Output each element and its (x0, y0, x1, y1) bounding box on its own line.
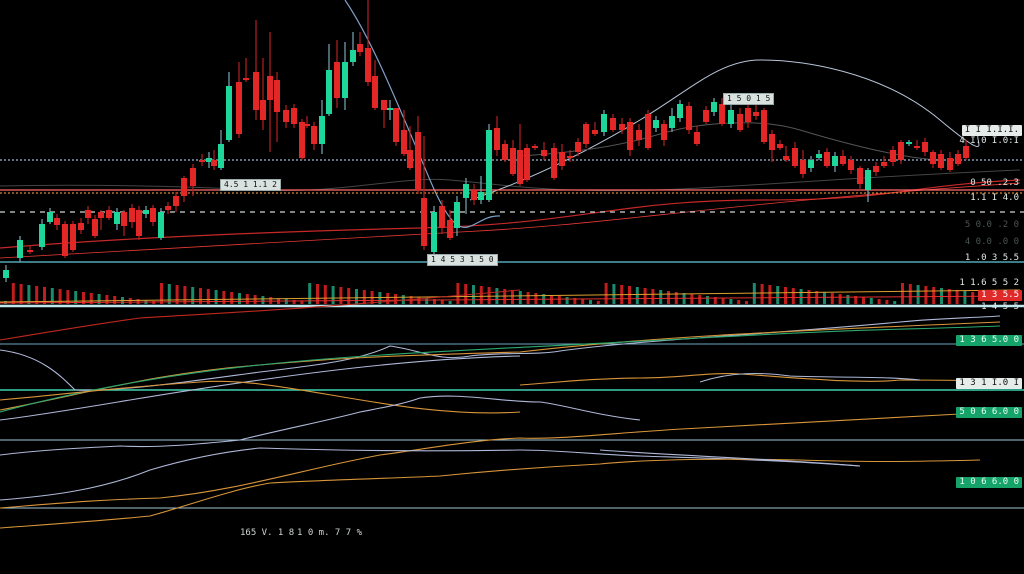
axis-price-label: 1 .0 3 5.5 (964, 253, 1019, 263)
axis-price-label: 1 1.6 5 5 2 (959, 278, 1019, 288)
axis-price-label: 1 4 5 5 (981, 302, 1019, 312)
axis-price-label: 1 3 5.5 (978, 290, 1022, 301)
price-annotation-tag: 4.5 1 1.1 2 (220, 179, 281, 191)
indicator-lines (0, 289, 1001, 529)
price-candles (3, 0, 969, 282)
axis-price-label: 1 3 1 I.0 I (956, 378, 1022, 389)
axis-price-label: 1 0 6 6.0 0 (956, 477, 1022, 488)
price-annotation-tag: 1 5 0 1 5 (723, 93, 775, 105)
axis-price-label: I I I.I.I. (961, 125, 1022, 136)
axis-price-label: 0 50 .2.3 (970, 178, 1019, 188)
axis-price-label: 5 0.0 .2 0 (964, 220, 1019, 230)
moving-average-lines (0, 0, 1021, 259)
price-annotation-tag: 1 4 5 3 1 5 0 (427, 254, 498, 266)
pane-dividers (0, 304, 1024, 509)
axis-price-label: 4 I.0 I.0:I (959, 136, 1019, 146)
axis-price-label: 5 0 6 6.0 0 (956, 407, 1022, 418)
footer-right-label: 1 0 m. 7 7 % (297, 528, 363, 538)
axis-price-label: 1 3 6 5.0 0 (956, 335, 1022, 346)
footer-left-label: 165 V. 1 8 (240, 528, 295, 538)
axis-price-label: 1.1 I 4.0 (970, 193, 1019, 203)
axis-price-label: 4 0.0 .0 0 (964, 237, 1019, 247)
volume-bars (0, 283, 1021, 304)
